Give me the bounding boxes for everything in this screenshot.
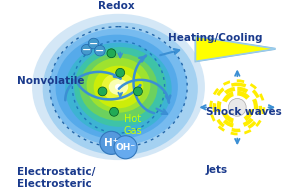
Text: OH⁻: OH⁻ — [116, 143, 136, 152]
Text: Redox: Redox — [98, 1, 135, 11]
Circle shape — [98, 87, 107, 96]
Text: −: − — [89, 39, 98, 49]
Circle shape — [134, 87, 142, 96]
Circle shape — [107, 49, 116, 58]
Circle shape — [116, 68, 125, 77]
Text: Heating/Cooling: Heating/Cooling — [168, 33, 263, 43]
Circle shape — [109, 107, 118, 116]
Circle shape — [114, 136, 137, 159]
Ellipse shape — [43, 22, 198, 155]
Text: Nonvolatile: Nonvolatile — [16, 77, 84, 87]
Ellipse shape — [65, 43, 172, 135]
Circle shape — [100, 131, 123, 154]
Text: Jets: Jets — [206, 165, 228, 175]
Ellipse shape — [115, 84, 122, 90]
Ellipse shape — [102, 73, 135, 101]
Ellipse shape — [109, 79, 128, 95]
Ellipse shape — [80, 53, 157, 121]
Text: −: − — [95, 46, 105, 56]
Text: −: − — [82, 45, 91, 55]
Ellipse shape — [32, 14, 205, 160]
Circle shape — [228, 98, 246, 116]
Text: Shock waves: Shock waves — [206, 107, 282, 117]
Ellipse shape — [94, 66, 143, 108]
Circle shape — [95, 45, 105, 56]
Text: H⁺: H⁺ — [104, 138, 119, 148]
Polygon shape — [196, 36, 275, 61]
Circle shape — [81, 44, 92, 55]
Ellipse shape — [87, 58, 150, 113]
Ellipse shape — [56, 35, 178, 139]
Text: Electrostatic/
Electrosteric: Electrostatic/ Electrosteric — [16, 167, 95, 189]
Circle shape — [88, 38, 99, 49]
Text: Hot
Gas: Hot Gas — [124, 114, 142, 136]
Ellipse shape — [50, 28, 187, 146]
Ellipse shape — [74, 47, 166, 127]
